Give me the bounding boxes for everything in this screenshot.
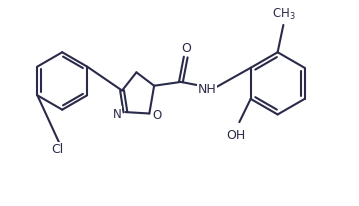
Text: OH: OH [226, 128, 245, 141]
Text: NH: NH [197, 82, 216, 95]
Text: N: N [113, 107, 122, 120]
Text: O: O [181, 42, 191, 55]
Text: CH$_3$: CH$_3$ [271, 7, 295, 22]
Text: Cl: Cl [51, 143, 64, 156]
Text: O: O [153, 108, 162, 121]
